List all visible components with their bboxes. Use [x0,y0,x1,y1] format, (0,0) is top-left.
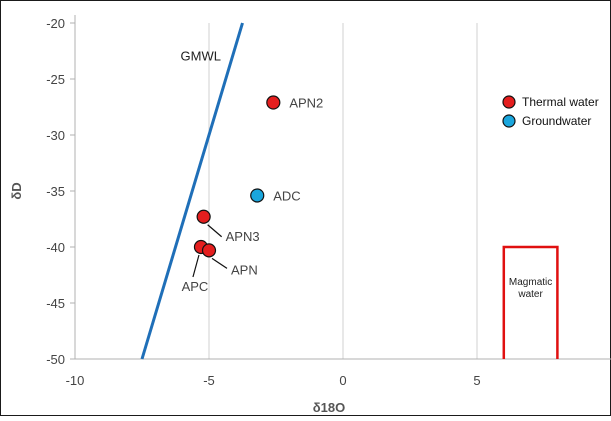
magmatic-water-label: Magmatic [509,277,552,288]
x-tick-label: 0 [339,373,346,388]
y-tick-label: -30 [46,128,65,143]
magmatic-water-box [502,245,559,359]
point-label: APC [182,279,209,294]
data-point-apn3 [196,209,211,224]
y-tick-label: -50 [46,352,65,367]
magmatic-water-label: water [517,289,543,300]
legend-marker [502,114,516,128]
point-label: APN2 [289,96,323,111]
y-axis-title: δD [9,182,24,199]
point-label: APN3 [226,229,260,244]
point-leader-line [211,257,228,269]
y-tick-label: -25 [46,72,65,87]
y-tick-label: -45 [46,296,65,311]
x-tick-label: 5 [473,373,480,388]
legend-label: Thermal water [522,95,599,109]
legend-marker [502,95,516,109]
data-point-adc [250,188,265,203]
gmwl-line [140,22,244,360]
legend-label: Groundwater [522,114,591,128]
point-label: APN [231,262,258,277]
x-axis-title: δ18O [313,400,345,415]
point-leader-line [192,254,200,278]
x-tick-label: -5 [203,373,215,388]
point-leader-line [207,224,223,238]
data-point-apn [201,243,217,258]
data-point-apn2 [266,95,281,110]
y-tick-label: -20 [46,16,65,31]
x-tick-label: -10 [66,373,85,388]
point-label: ADC [273,188,300,203]
gmwl-label: GMWL [181,49,221,64]
y-tick-label: -35 [46,184,65,199]
y-tick-label: -40 [46,240,65,255]
